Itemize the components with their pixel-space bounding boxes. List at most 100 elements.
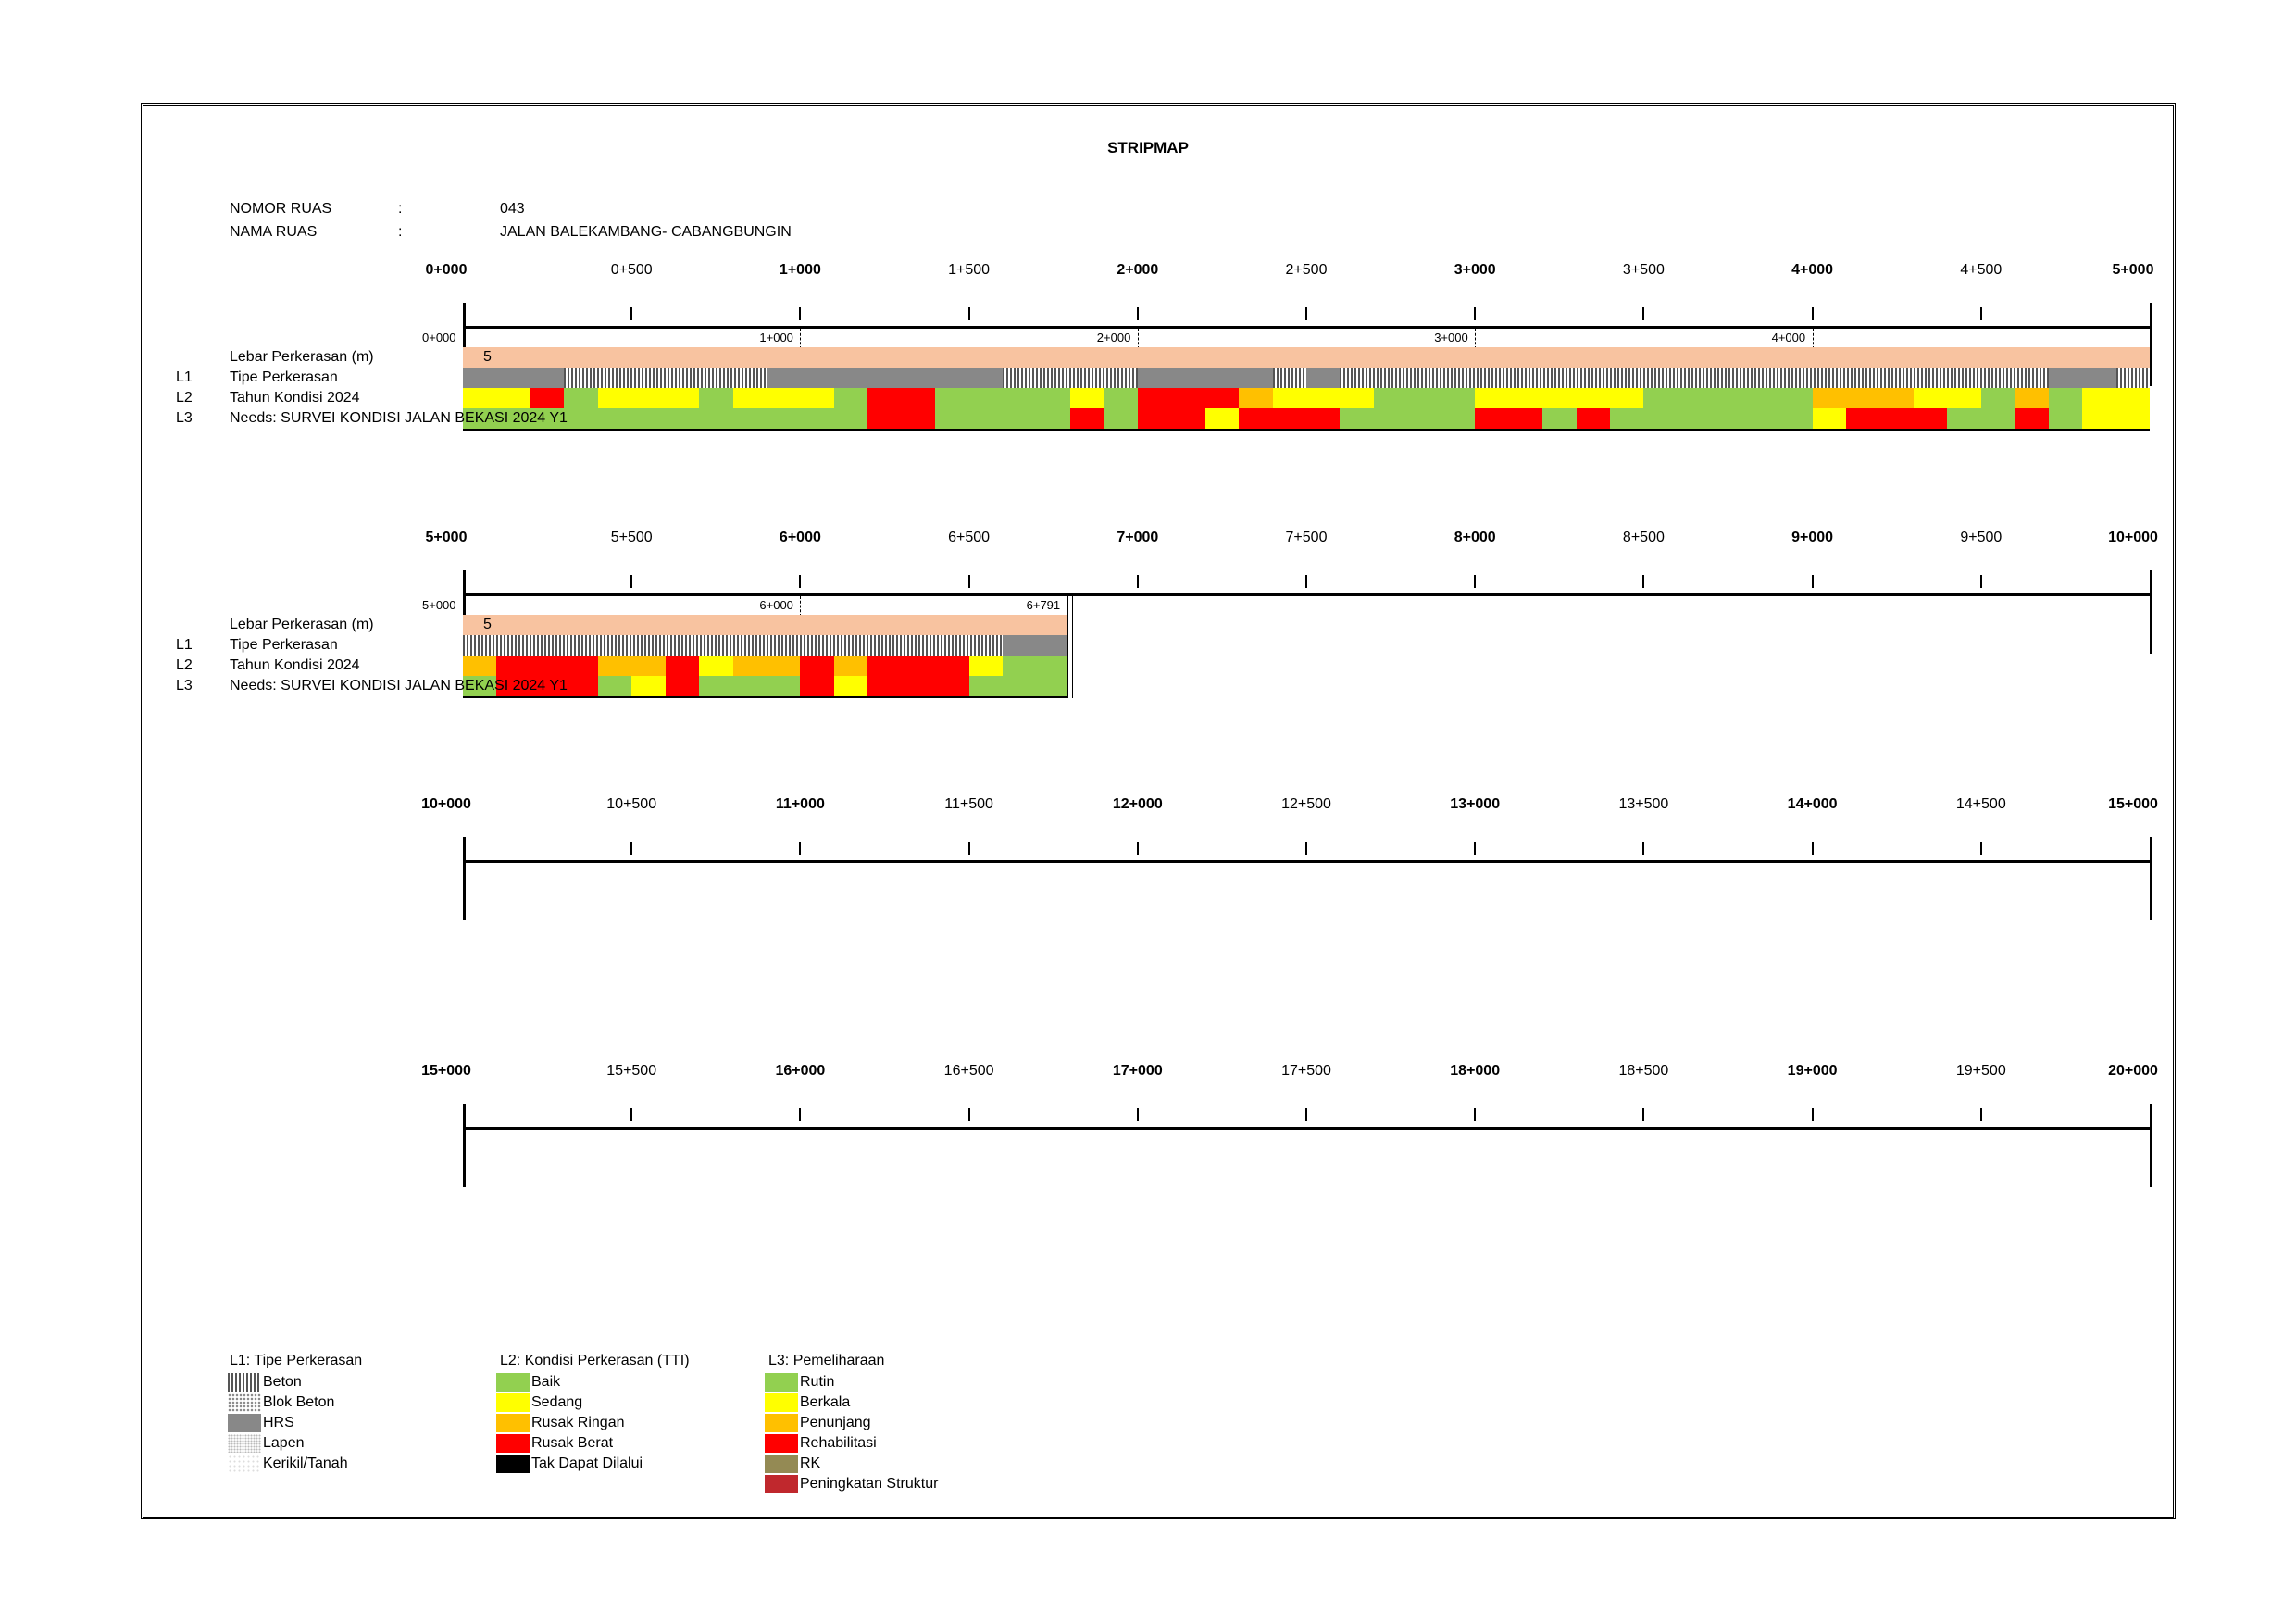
l3-segment-rusak-berat [1576,408,1610,429]
l3-segment-sedang [833,676,868,696]
km-tick-label: 9+000 [1791,530,1834,545]
legend-l1-kerikil-swatch [228,1455,261,1473]
legend-l3-item-swatch [765,1414,798,1432]
l2-segment-rusak-berat [665,656,700,676]
km-tick-mark [1979,842,1982,855]
km-tick-label: 20+000 [2108,1063,2158,1079]
legend-l2-item-label: Rusak Berat [531,1435,614,1451]
km-tick-mark [967,307,970,320]
row-label-l1: Tipe Perkerasan [230,637,338,653]
km-tick-mark [1136,1108,1139,1121]
km-tick-label: 5+000 [425,530,468,545]
km-tick-mark [1474,1108,1477,1121]
legend-l2-item-swatch [496,1393,530,1412]
legend-l2-item-swatch [496,1455,530,1473]
l3-segment-rusak-berat [665,676,700,696]
l2-segment-rusak-berat [1137,388,1240,408]
nama-ruas-colon: : [398,224,403,240]
km-tick-mark [1642,307,1645,320]
row-code-l3: L3 [176,410,193,426]
km-tick-label: 16+000 [775,1063,826,1079]
km-tick-mark [799,842,802,855]
l3-segment-baik [1542,408,1577,429]
km-tick-label: 10+500 [606,796,657,812]
km-tick-mark [1305,1108,1307,1121]
axis-end-post [2150,837,2152,920]
segment-km-divider [1137,329,1140,349]
km-tick-label: 10+000 [2108,530,2158,545]
page-frame [141,103,2176,1519]
l2-segment-baik [2048,388,2083,408]
row-label-l2: Tahun Kondisi 2024 [230,657,360,673]
km-tick-label: 10+000 [421,796,471,812]
km-tick-label: 5+500 [610,530,653,545]
l2-segment-baik [935,388,1070,408]
segment-km-divider [1812,329,1815,349]
legend-l2-item-swatch [496,1373,530,1392]
km-tick-mark [1642,575,1645,588]
l2-segment-baik [1104,388,1138,408]
l3-segment-baik [1104,408,1138,429]
l3-segment-rusak-berat [496,676,598,696]
l3-segment-baik [463,676,497,696]
l2-segment-baik [1003,656,1067,676]
l2-segment-rusak-ringan [833,656,868,676]
km-tick-mark [1979,575,1982,588]
row-label-l1: Tipe Perkerasan [230,369,338,385]
l3-segment-rusak-berat [1137,408,1205,429]
km-tick-label: 9+500 [1960,530,2003,545]
km-tick-mark [967,575,970,588]
legend-l3-item-label: Rehabilitasi [800,1435,877,1451]
l1-segment-beton [1272,368,1306,388]
row-label-l2: Tahun Kondisi 2024 [230,390,360,406]
km-tick-label: 12+500 [1281,796,1331,812]
l2-segment-sedang [1272,388,1374,408]
l2-segment-sedang [968,656,1004,676]
lebar-perkerasan-bar: 5 [463,615,1067,635]
km-tick-label: 6+500 [948,530,991,545]
l2-segment-baik [1980,388,2015,408]
l2-segment-rusak-berat [530,388,565,408]
l3-segment-rusak-berat [1069,408,1104,429]
data-block-bottom [463,696,1067,698]
legend-l3-item-label: Penunjang [800,1415,871,1430]
km-tick-mark [967,842,970,855]
legend-l3-item-swatch [765,1455,798,1473]
l2-segment-sedang [1069,388,1104,408]
axis-line [463,326,2152,329]
l1-segment-beton [1340,368,2049,388]
l2-segment-sedang [1475,388,1644,408]
axis-line [463,1127,2152,1130]
km-tick-label: 7+500 [1285,530,1328,545]
km-tick-mark [1136,307,1139,320]
km-tick-mark [1474,842,1477,855]
l2-segment-baik [1373,388,1476,408]
km-tick-label: 1+000 [779,262,821,278]
legend-l2-title: L2: Kondisi Perkerasan (TTI) [500,1353,690,1368]
l2-segment-rusak-ringan [597,656,666,676]
l3-segment-rusak-berat [2015,408,2049,429]
segment-km-label: 4+000 [1771,331,1806,344]
l3-segment-rusak-berat [867,676,969,696]
km-tick-label: 14+500 [1955,796,2006,812]
km-tick-mark [1642,1108,1645,1121]
km-tick-label: 16+500 [943,1063,994,1079]
l2-segment-sedang [732,388,834,408]
legend-l1-kerikil-label: Kerikil/Tanah [263,1455,348,1471]
legend-l1-blok-swatch [228,1393,261,1412]
row-code-l1: L1 [176,369,193,385]
nama-ruas-label: NAMA RUAS [230,224,318,240]
legend-l3-item-label: RK [800,1455,821,1471]
segment-km-divider [1475,329,1477,349]
legend-l1-title: L1: Tipe Perkerasan [230,1353,363,1368]
legend-l3-item-swatch [765,1373,798,1392]
l3-segment-rusak-berat [1475,408,1543,429]
l2-segment-rusak-ringan [463,656,497,676]
km-tick-label: 0+000 [425,262,468,278]
km-tick-mark [1136,842,1139,855]
km-tick-mark [1305,842,1307,855]
axis-end-post [2150,570,2152,654]
km-tick-mark [799,575,802,588]
l3-segment-baik [935,408,1070,429]
data-block-bottom [463,429,2150,431]
